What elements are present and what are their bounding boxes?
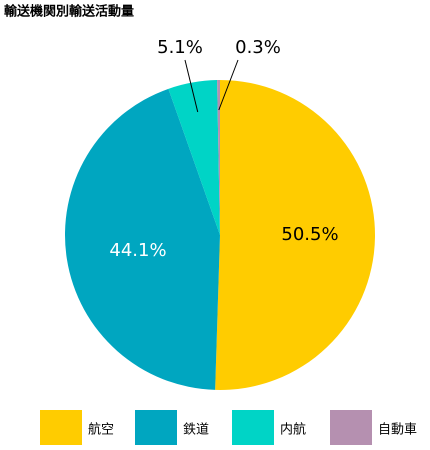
- leader-line: [184, 59, 199, 113]
- pie-slice: [215, 80, 376, 390]
- legend-label: 航空: [88, 422, 114, 438]
- pie-slice: [65, 88, 221, 390]
- legend-swatch: [135, 410, 177, 445]
- legend-swatch: [232, 410, 274, 445]
- legend-label: 鉄道: [183, 423, 209, 438]
- leader-line: [218, 59, 239, 111]
- legend-label: 自動車: [378, 423, 417, 438]
- data-label: 5.1%: [157, 37, 203, 58]
- legend-swatch: [330, 410, 372, 445]
- legend-label: 内航: [280, 422, 306, 438]
- legend-swatch: [40, 410, 82, 445]
- pie-slice: [168, 80, 220, 236]
- data-label: 44.1%: [109, 240, 166, 261]
- pie-slice: [217, 80, 220, 235]
- data-label: 0.3%: [235, 37, 281, 58]
- chart-title: 輸送機関別輸送活動量: [4, 4, 134, 20]
- data-label: 50.5%: [281, 224, 338, 245]
